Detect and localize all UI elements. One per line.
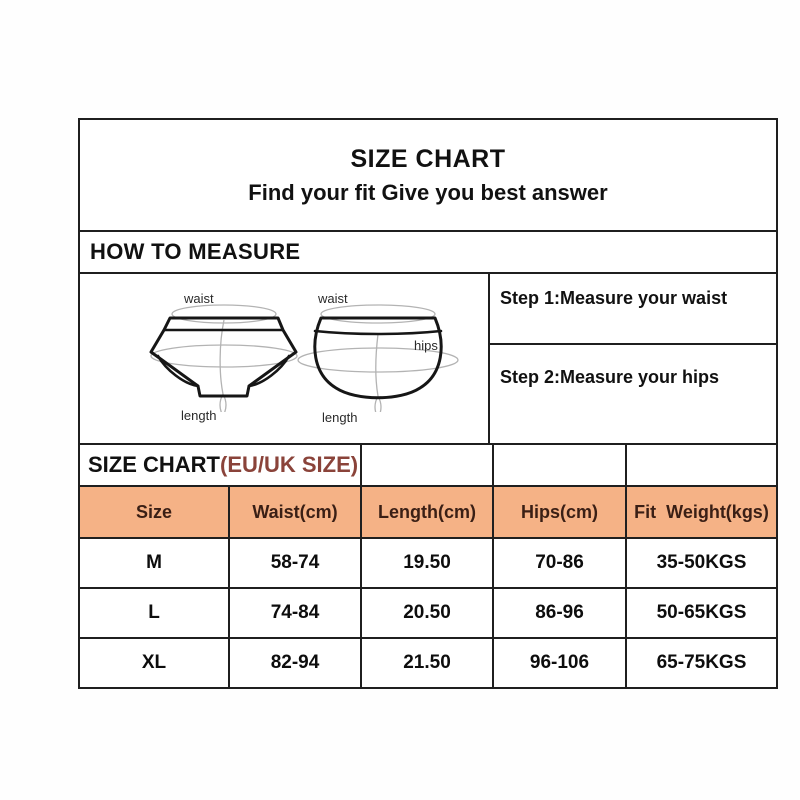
table-row-xl: XL 82-94 21.50 96-106 65-75KGS — [80, 637, 776, 687]
back-length-label: length — [322, 410, 358, 425]
length-guide-line — [375, 333, 379, 397]
page-subtitle: Find your fit Give you best answer — [248, 179, 608, 205]
size-table-header-row: Size Waist(cm) Length(cm) Hips(cm) Fit W… — [80, 487, 776, 537]
col-header-size: Size — [80, 487, 228, 537]
heading-spacer-cell — [360, 445, 492, 485]
front-length-label: length — [181, 408, 217, 423]
heading-spacer-cell — [492, 445, 625, 485]
leg-opening-right — [247, 354, 291, 388]
col-header-length: Length(cm) — [360, 487, 492, 537]
cell-length: 21.50 — [360, 637, 492, 687]
cell-weight: 35-50KGS — [625, 537, 776, 587]
page-title: SIZE CHART — [350, 144, 506, 173]
front-waist-label: waist — [184, 291, 214, 306]
step-1-text: Step 1:Measure your waist — [500, 288, 728, 308]
measure-steps: Step 1:Measure your waist Step 2:Measure… — [488, 274, 776, 443]
how-to-measure-heading: HOW TO MEASURE — [80, 230, 776, 272]
back-waist-label: waist — [318, 291, 348, 306]
cell-size: M — [80, 537, 228, 587]
size-table: Size Waist(cm) Length(cm) Hips(cm) Fit W… — [80, 485, 776, 687]
hip-guide-ellipse — [150, 344, 298, 368]
waistband-line — [313, 329, 443, 336]
size-chart-heading-row: SIZE CHART (EU/UK SIZE) — [80, 443, 776, 485]
size-chart-heading: SIZE CHART (EU/UK SIZE) — [80, 445, 360, 485]
length-guide-line — [219, 319, 225, 395]
leg-opening-left — [156, 354, 200, 388]
table-row-m: M 58-74 19.50 70-86 35-50KGS — [80, 537, 776, 587]
back-hips-label: hips — [414, 338, 438, 353]
waist-guide-ellipse — [320, 304, 436, 324]
cell-waist: 82-94 — [228, 637, 360, 687]
cell-waist: 74-84 — [228, 587, 360, 637]
cell-weight: 50-65KGS — [625, 587, 776, 637]
cell-hips: 96-106 — [492, 637, 625, 687]
cell-length: 19.50 — [360, 537, 492, 587]
cell-waist: 58-74 — [228, 537, 360, 587]
hip-guide-ellipse — [297, 347, 459, 373]
cell-size: L — [80, 587, 228, 637]
table-row-l: L 74-84 20.50 86-96 50-65KGS — [80, 587, 776, 637]
heading-spacer-cell — [625, 445, 776, 485]
size-chart-heading-main: SIZE CHART — [88, 452, 220, 477]
col-header-waist: Waist(cm) — [228, 487, 360, 537]
col-header-weight: Fit Weight(kgs) — [625, 487, 776, 537]
title-section: SIZE CHART Find your fit Give you best a… — [80, 120, 776, 230]
cell-length: 20.50 — [360, 587, 492, 637]
briefs-outline — [149, 316, 298, 398]
measure-section: waist waist hips length length Step 1:Me… — [80, 272, 776, 443]
length-guide-teardrop — [374, 395, 382, 412]
measure-diagrams: waist waist hips length length — [80, 274, 488, 443]
content-sheet: SIZE CHART Find your fit Give you best a… — [78, 118, 778, 689]
length-guide-teardrop — [219, 393, 227, 412]
cell-weight: 65-75KGS — [625, 637, 776, 687]
cell-hips: 70-86 — [492, 537, 625, 587]
col-header-hips: Hips(cm) — [492, 487, 625, 537]
step-2-text: Step 2:Measure your hips — [490, 343, 776, 443]
shorts-outline — [313, 316, 443, 400]
panty-back-diagram — [297, 304, 459, 412]
size-chart-heading-suffix: (EU/UK SIZE) — [220, 452, 359, 477]
panty-front-diagram — [149, 304, 298, 412]
cell-size: XL — [80, 637, 228, 687]
cell-hips: 86-96 — [492, 587, 625, 637]
